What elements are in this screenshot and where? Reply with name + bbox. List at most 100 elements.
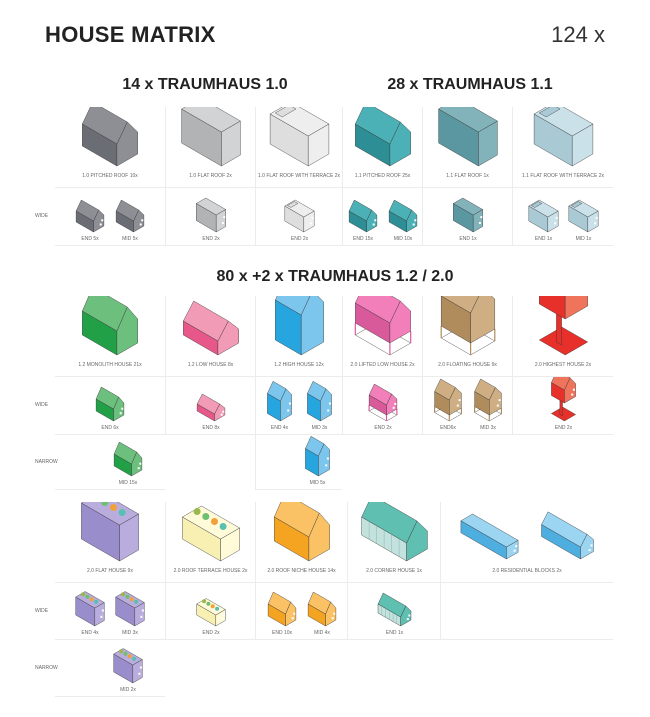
terrace-notch bbox=[571, 201, 583, 208]
roofterrace-house-icon bbox=[181, 505, 241, 562]
variant-label: END 2x bbox=[202, 630, 220, 636]
house-drawing bbox=[82, 296, 138, 356]
roof bbox=[82, 107, 128, 145]
house-drawing bbox=[377, 592, 412, 627]
highest-variant-icon bbox=[551, 377, 576, 422]
wide-variant-cell: END 4x MID 3x bbox=[55, 583, 165, 640]
window bbox=[515, 545, 518, 548]
tree bbox=[134, 599, 139, 604]
roof-top bbox=[438, 107, 498, 133]
gable-face bbox=[214, 403, 226, 422]
narrow-variant-cell: MID 15x bbox=[55, 435, 165, 490]
terrace-notch bbox=[538, 107, 561, 118]
terrace-notch bbox=[274, 107, 297, 118]
wide-variant-cell: END 10x MID 4x bbox=[255, 583, 347, 640]
window bbox=[372, 223, 375, 226]
window bbox=[139, 223, 142, 226]
roof bbox=[275, 296, 311, 316]
tree bbox=[211, 518, 218, 525]
wide-variant-cell: END 2x bbox=[165, 583, 255, 640]
house-drawing bbox=[354, 296, 412, 356]
tree bbox=[206, 601, 211, 606]
flathouse-variant-icon bbox=[115, 591, 145, 627]
window bbox=[555, 216, 558, 219]
variant-label: MID 4x bbox=[314, 630, 330, 636]
wide-variant-cell: END 1x bbox=[347, 583, 440, 640]
wide-variant-cell: END 8x bbox=[165, 377, 255, 435]
tree bbox=[202, 513, 210, 520]
pitched-house-icon bbox=[82, 107, 138, 167]
tree bbox=[132, 656, 137, 661]
tree bbox=[81, 592, 86, 597]
house-drawing bbox=[460, 511, 594, 560]
house-drawing bbox=[355, 107, 411, 167]
house-type-cell: 1.0 FLAT ROOF 2x bbox=[165, 107, 255, 188]
monolith-house-icon bbox=[82, 296, 138, 356]
window bbox=[137, 467, 140, 470]
tree bbox=[202, 599, 207, 604]
tree bbox=[110, 504, 117, 511]
gable-face bbox=[406, 520, 428, 562]
variant-label: MID 3x bbox=[480, 425, 496, 431]
window bbox=[310, 222, 313, 225]
window bbox=[223, 216, 226, 219]
window bbox=[590, 544, 593, 547]
roof bbox=[82, 296, 128, 332]
tree bbox=[101, 502, 109, 506]
window bbox=[392, 406, 395, 409]
variant-label: END 10x bbox=[271, 630, 293, 636]
terrace-variant-icon bbox=[568, 199, 599, 233]
house-drawing bbox=[95, 386, 125, 422]
terrace-variant-icon bbox=[284, 199, 315, 233]
variant-label: END 8x bbox=[202, 425, 220, 431]
row-label-wide: WIDE bbox=[35, 213, 49, 219]
gable-face bbox=[116, 121, 138, 167]
wide-variant-cell: END 1x MID 1x bbox=[512, 188, 613, 246]
flat-variant-icon bbox=[452, 197, 484, 233]
house-drawing bbox=[533, 107, 594, 167]
wide-variant-cell: END 2x bbox=[512, 377, 613, 435]
house-type-label: 2.0 ROOF TERRACE HOUSE 2x bbox=[173, 568, 248, 574]
house-type-cell: 1.2 LOW HOUSE 8x bbox=[165, 296, 255, 377]
gable-face bbox=[116, 306, 138, 356]
house-drawing bbox=[441, 583, 614, 640]
variant-label: END 2x bbox=[290, 236, 309, 242]
house-drawing bbox=[82, 107, 138, 167]
house-type-label: 1.0 PITCHED ROOF 10x bbox=[82, 173, 138, 179]
house-type-cell: 2.0 ROOF TERRACE HOUSE 2x bbox=[165, 502, 255, 583]
roof bbox=[95, 386, 119, 410]
total-count: 124 x bbox=[551, 22, 605, 47]
house-drawing bbox=[75, 199, 145, 233]
wide-variant-cell: END 5x MID 5x bbox=[55, 188, 165, 246]
window bbox=[288, 402, 291, 405]
pitched-house-icon bbox=[355, 107, 411, 167]
house-type-label: 1.2 LOW HOUSE 8x bbox=[187, 362, 234, 368]
gable-face bbox=[389, 121, 411, 167]
house-drawing bbox=[195, 197, 227, 233]
house-drawing bbox=[440, 296, 496, 356]
window bbox=[498, 399, 501, 402]
house-drawing bbox=[284, 199, 315, 233]
window bbox=[414, 219, 417, 222]
variant-label: END 2x bbox=[554, 425, 573, 431]
flat-house-icon bbox=[438, 107, 498, 167]
roof bbox=[348, 199, 372, 222]
window bbox=[291, 617, 294, 620]
window bbox=[119, 412, 122, 415]
pitched-variant-icon bbox=[388, 199, 418, 233]
gable-face bbox=[301, 296, 324, 356]
window bbox=[221, 222, 224, 224]
window bbox=[325, 464, 328, 467]
window bbox=[220, 413, 223, 416]
tree bbox=[210, 604, 215, 609]
variant-label: MID 3x bbox=[122, 630, 138, 636]
house-type-cell: 2.0 HIGHEST HOUSE 2x bbox=[512, 296, 613, 377]
house-type-label: 2.0 RESIDENTIAL BLOCKS 2x bbox=[492, 568, 562, 574]
row-label-narrow: NARROW bbox=[35, 664, 58, 671]
window bbox=[496, 404, 499, 407]
narrow-variant-cell: MID 2x bbox=[55, 640, 165, 697]
house-drawing bbox=[528, 199, 599, 233]
flathouse-house-icon bbox=[80, 502, 140, 562]
variant-label: END 4x bbox=[270, 425, 289, 431]
tree bbox=[129, 597, 134, 602]
